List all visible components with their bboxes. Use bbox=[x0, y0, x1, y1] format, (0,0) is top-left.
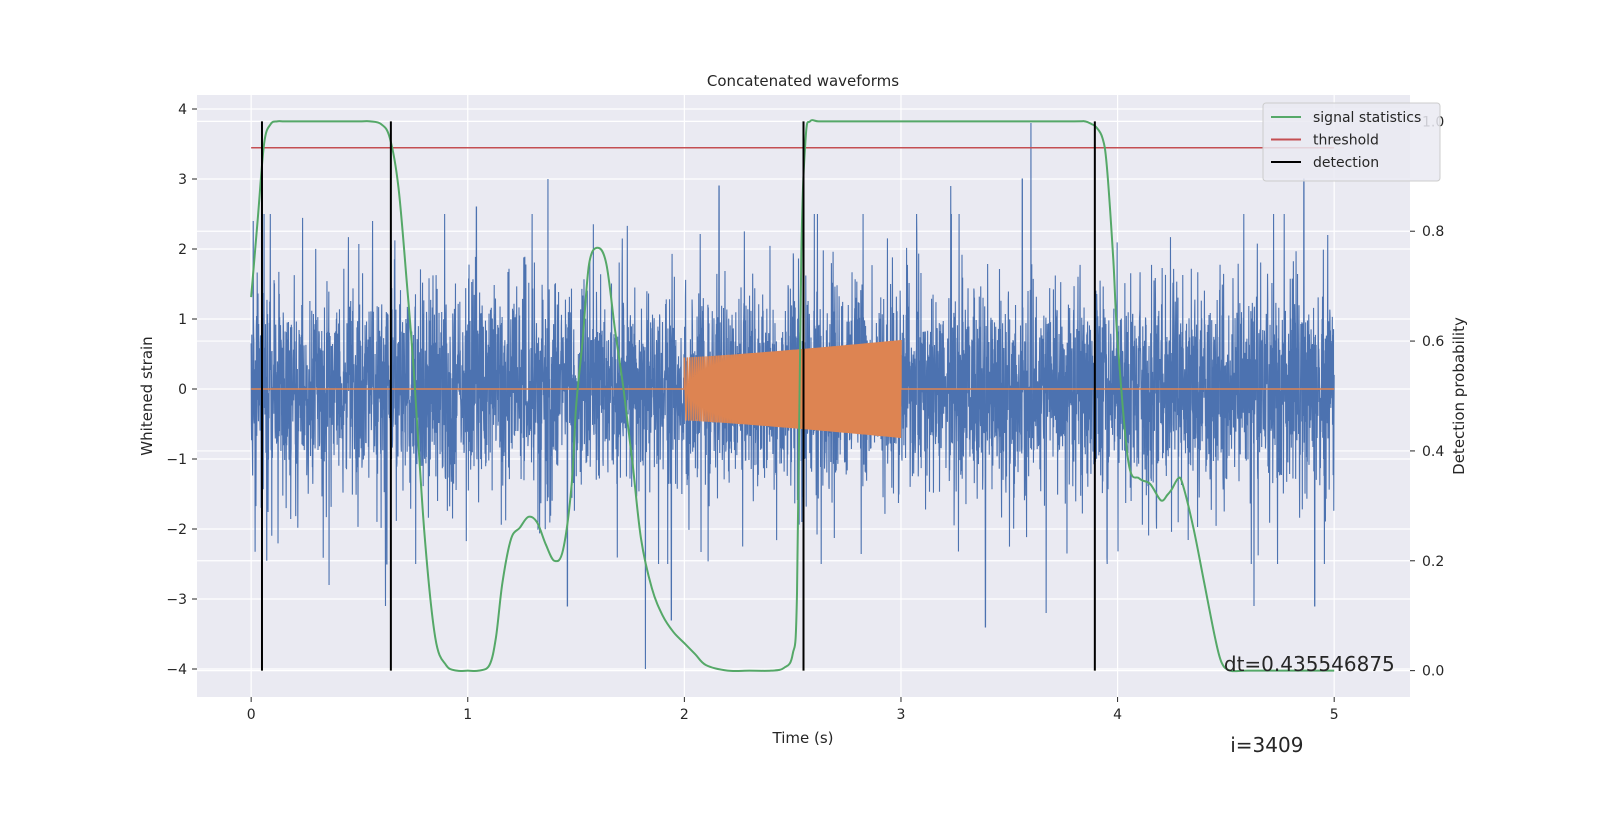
y-tick-label: −4 bbox=[166, 662, 187, 678]
x-tick-label: 5 bbox=[1330, 707, 1339, 723]
x-tick-label: 3 bbox=[897, 707, 906, 723]
y-tick-label: −2 bbox=[166, 522, 187, 538]
y2-tick-label: 0.8 bbox=[1422, 224, 1444, 240]
injected-signal-series bbox=[251, 339, 1335, 438]
y-tick-label: 2 bbox=[178, 242, 187, 258]
y-axis-label: Whitened strain bbox=[138, 336, 156, 455]
legend: signal statistics threshold detection bbox=[1262, 102, 1441, 182]
x-axis-label: Time (s) bbox=[772, 729, 834, 747]
y2-tick-label: 0.2 bbox=[1422, 554, 1444, 570]
y-tick-label: −3 bbox=[166, 592, 187, 608]
y-tick-label: 0 bbox=[178, 382, 187, 398]
y-tick-label: 3 bbox=[178, 172, 187, 188]
legend-label: threshold bbox=[1313, 133, 1379, 149]
x-tick-label: 4 bbox=[1113, 707, 1122, 723]
x-tick-label: 2 bbox=[680, 707, 689, 723]
plot-area bbox=[250, 119, 1335, 673]
signal-statistics-line bbox=[250, 119, 1335, 673]
y2-axis-label: Detection probability bbox=[1450, 317, 1468, 475]
annotation: dt=0.435546875 i=3409 bbox=[1224, 597, 1395, 813]
y-tick-label: 4 bbox=[178, 102, 187, 118]
x-tick-label: 1 bbox=[463, 707, 472, 723]
strain-series bbox=[250, 122, 1335, 670]
legend-label: signal statistics bbox=[1313, 110, 1421, 126]
legend-label: detection bbox=[1313, 155, 1379, 171]
y2-tick-label: 0.6 bbox=[1422, 334, 1444, 350]
y-tick-label: 1 bbox=[178, 312, 187, 328]
y2-tick-label: 0.4 bbox=[1422, 444, 1444, 460]
annotation-i: i=3409 bbox=[1223, 733, 1304, 757]
chart-title: Concatenated waveforms bbox=[707, 72, 899, 90]
annotation-dt: dt=0.435546875 bbox=[1223, 652, 1395, 676]
x-tick-label: 0 bbox=[247, 707, 256, 723]
y-tick-label: −1 bbox=[166, 452, 187, 468]
legend-box bbox=[1262, 102, 1441, 182]
y2-tick-label: 0.0 bbox=[1422, 664, 1444, 680]
